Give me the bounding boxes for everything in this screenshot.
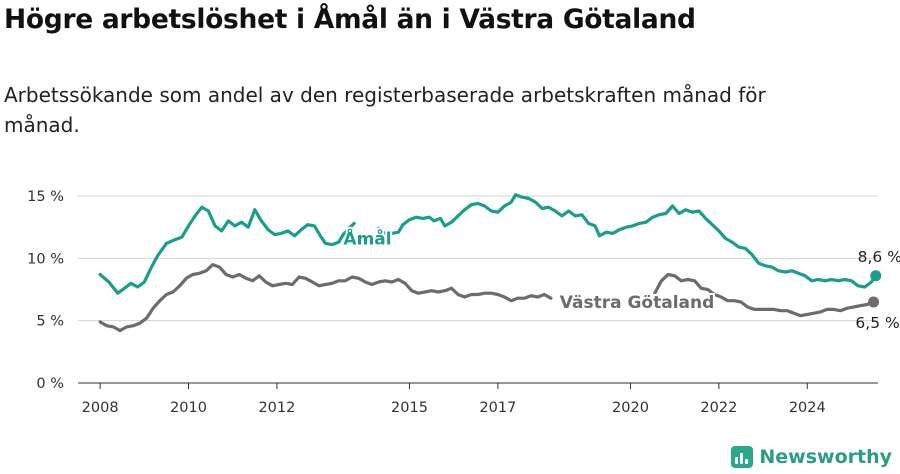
brand-logo: Newsworthy bbox=[731, 446, 892, 468]
x-axis: 2008 2010 2012 2015 2017 2020 2022 2024 bbox=[78, 382, 878, 416]
series-end-label: 8,6 % bbox=[858, 248, 900, 266]
series-name-label: Västra Götaland bbox=[560, 293, 715, 313]
chart-subtitle: Arbetssökande som andel av den registerb… bbox=[4, 83, 766, 137]
series-labels: 8,6 % 6,5 % Åmål Västra Götaland bbox=[341, 225, 900, 332]
y-tick-label: 5 % bbox=[36, 314, 64, 330]
series-line-1-segment-1 bbox=[653, 272, 876, 318]
gridlines bbox=[78, 195, 878, 384]
series-line-1-segment-0 bbox=[98, 263, 553, 333]
x-tick-label: 2008 bbox=[82, 400, 119, 416]
x-tick-label: 2022 bbox=[700, 400, 737, 416]
x-tick-label: 2017 bbox=[479, 400, 516, 416]
series-name-label: Åmål bbox=[343, 227, 391, 250]
y-tick-label: 15 % bbox=[27, 189, 64, 205]
x-tick-label: 2012 bbox=[258, 400, 295, 416]
y-axis-ticks: 0 % 5 % 10 % 15 % bbox=[27, 189, 64, 392]
brand-name: Newsworthy bbox=[759, 446, 892, 468]
series-line-0-segment-1 bbox=[377, 193, 878, 289]
series-end-point-0 bbox=[870, 270, 882, 282]
y-tick-label: 10 % bbox=[27, 251, 64, 267]
series-end-label: 6,5 % bbox=[855, 314, 899, 332]
x-tick-label: 2020 bbox=[612, 400, 649, 416]
series-end-point-1 bbox=[868, 296, 880, 308]
series-line-0-segment-0 bbox=[98, 205, 356, 295]
page-title: Högre arbetslöshet i Åmål än i Västra Gö… bbox=[4, 4, 696, 35]
y-tick-label: 0 % bbox=[36, 376, 64, 392]
x-tick-label: 2024 bbox=[789, 400, 826, 416]
series-lines bbox=[98, 193, 882, 333]
newsworthy-logo-icon bbox=[731, 446, 754, 468]
x-tick-label: 2010 bbox=[170, 400, 207, 416]
x-tick-label: 2015 bbox=[391, 400, 428, 416]
